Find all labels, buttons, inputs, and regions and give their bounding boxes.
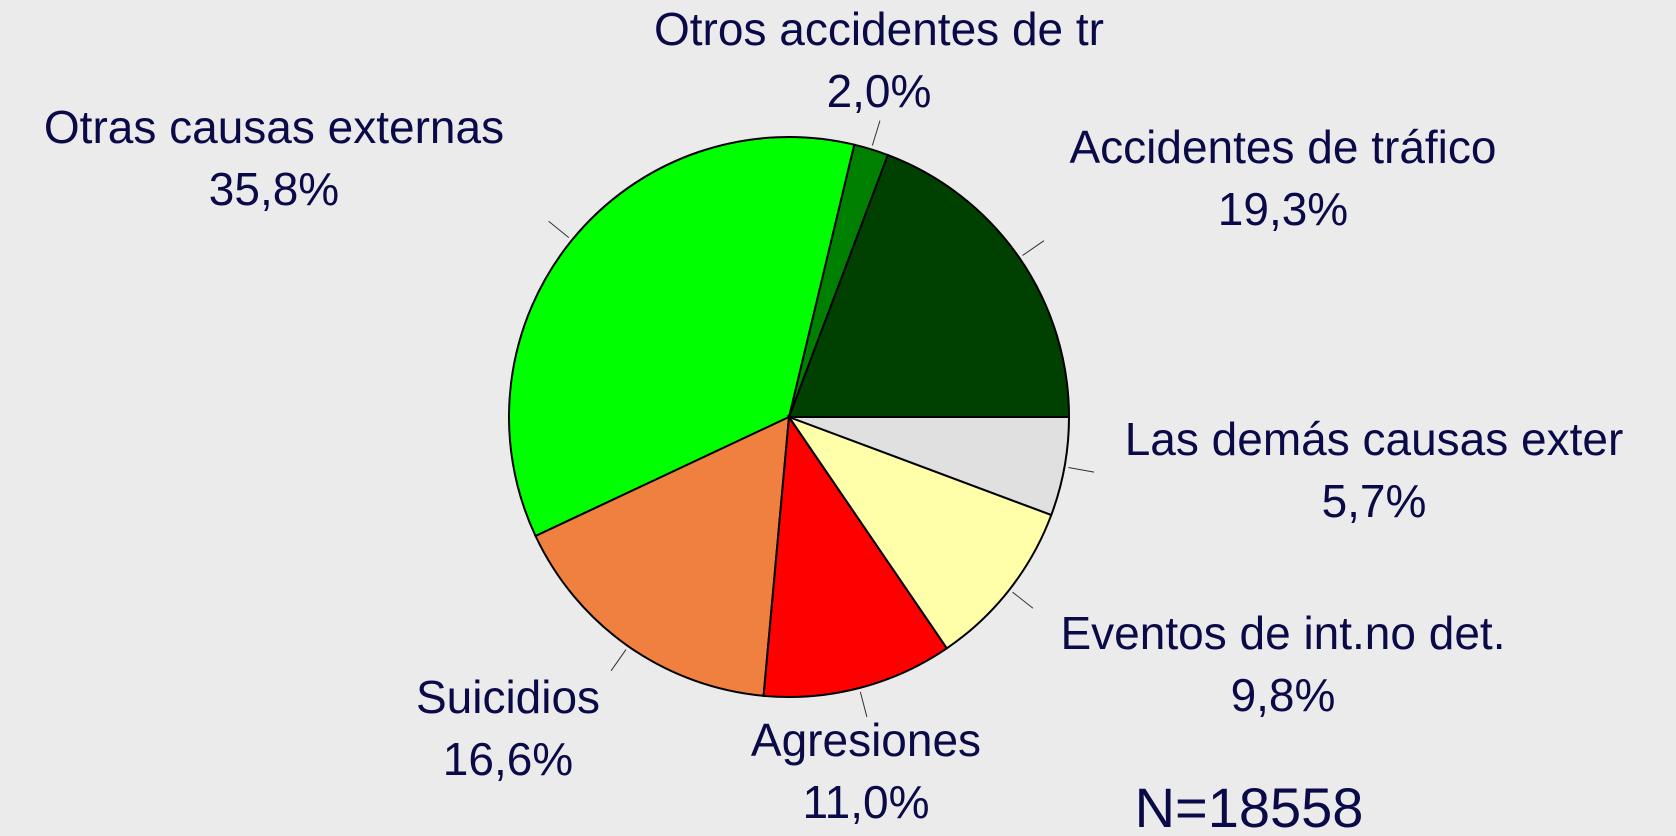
slice-label: Otras causas externas (44, 101, 504, 153)
pie-slice (762, 414, 949, 698)
slice-value-label: 5,7% (1322, 475, 1427, 527)
pie-slice (534, 415, 791, 697)
slice-label: Otros accidentes de tr (654, 3, 1104, 55)
slice-value-label: 9,8% (1231, 669, 1336, 721)
slice-value-label: 19,3% (1218, 183, 1348, 235)
slice-label: Agresiones (751, 714, 981, 766)
slice-value-label: 35,8% (209, 163, 339, 215)
pie-slice (788, 416, 1071, 517)
leader-line (859, 691, 868, 718)
annotation: N=18558 (1135, 776, 1364, 836)
slice-label: Eventos de int.no det. (1061, 607, 1506, 659)
leader-line (1022, 240, 1045, 256)
slice-label: Las demás causas exter (1125, 413, 1624, 465)
leader-line (871, 120, 881, 146)
leader-line (1012, 591, 1034, 609)
slice-value-label: 11,0% (802, 776, 929, 828)
pie-slice (787, 153, 1071, 418)
pie-slice (508, 136, 856, 538)
slice-label: Accidentes de tráfico (1069, 121, 1496, 173)
slice-label: Suicidios (416, 671, 600, 723)
leader-line (548, 220, 570, 239)
leader-line (1068, 466, 1095, 473)
slice-value-label: 2,0% (827, 65, 932, 117)
slice-value-label: 16,6% (443, 733, 573, 785)
leader-line (610, 649, 627, 672)
pie-slice (786, 414, 1053, 650)
